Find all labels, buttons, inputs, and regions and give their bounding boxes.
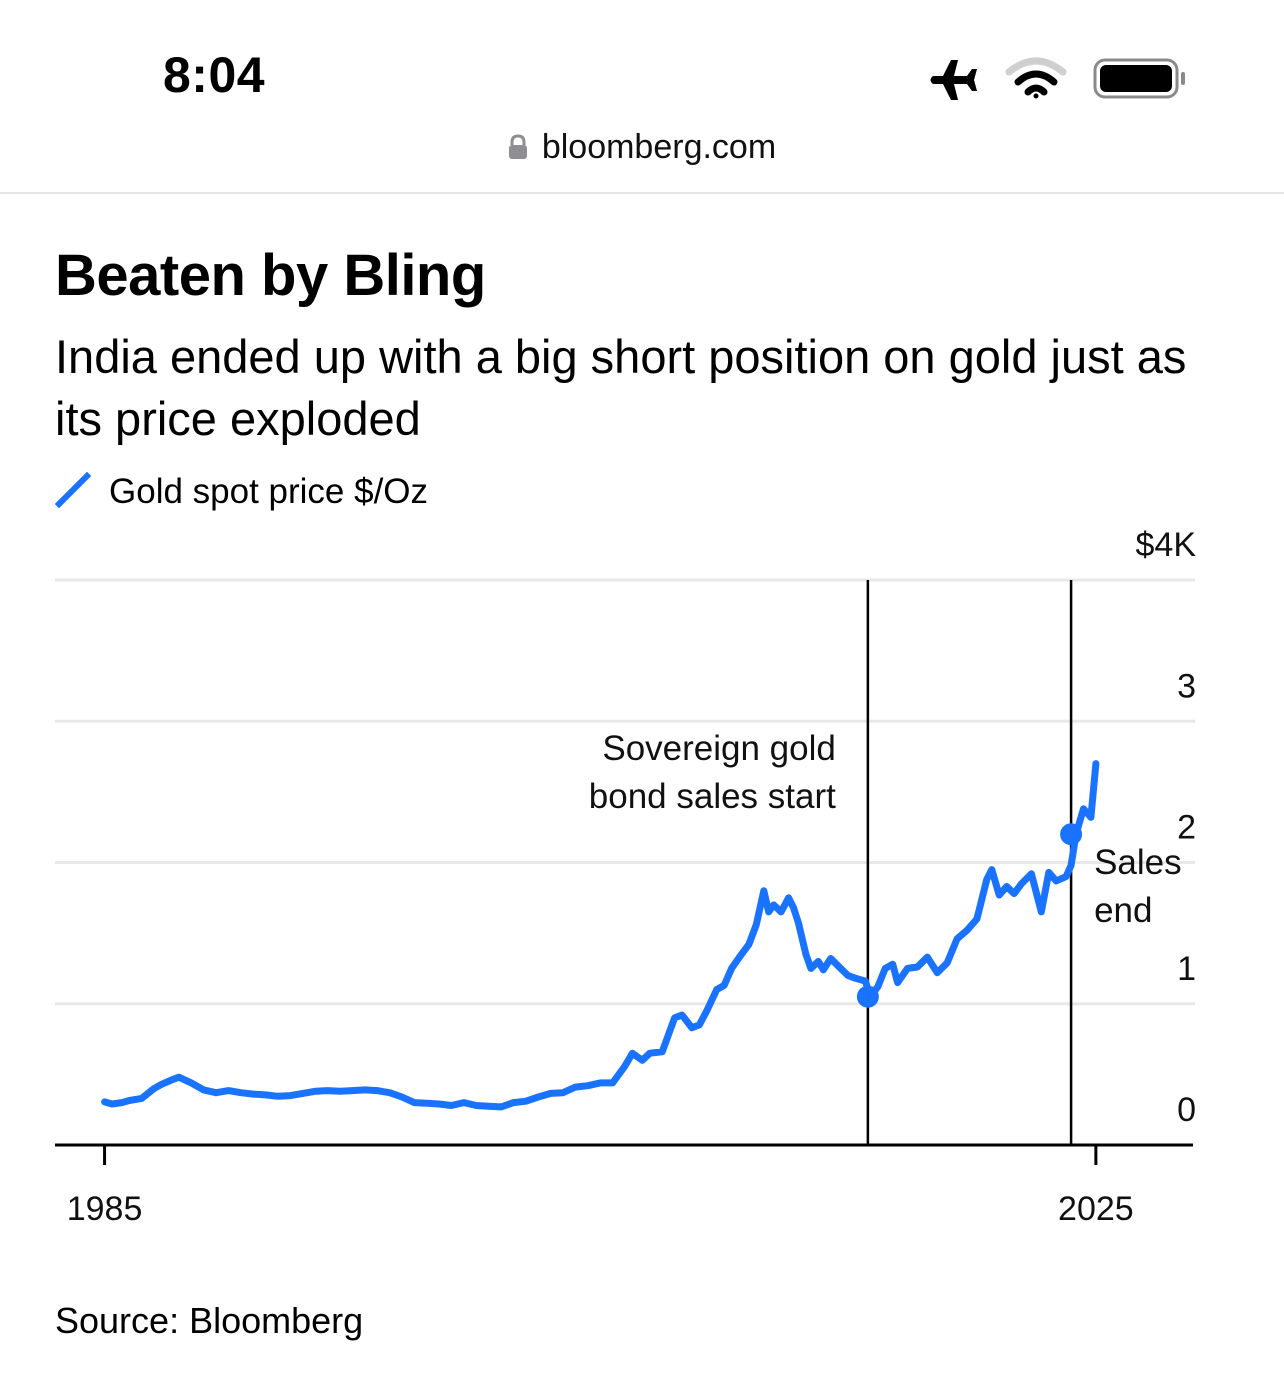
battery-icon (1093, 58, 1185, 99)
y-tick-label: $4K (1136, 526, 1197, 564)
lock-icon (508, 134, 527, 159)
source-note: Source: Bloomberg (55, 1300, 364, 1341)
url-bar[interactable]: bloomberg.com (0, 120, 1284, 194)
url-text[interactable]: bloomberg.com (541, 128, 777, 166)
x-tick-label: 2025 (1058, 1190, 1134, 1228)
legend-swatch (54, 471, 92, 509)
y-tick-label: 1 (1177, 950, 1196, 988)
annotation-label: Sales end (1094, 843, 1182, 930)
chart-subtitle: India ended up with a big short position… (55, 330, 1187, 445)
annotation-marker (856, 985, 879, 1008)
line-chart: 0 1 2 3 $4K 1985 2025 Sovereign gold bond sales … (55, 526, 1197, 1228)
annotation-label-line: end (1094, 891, 1152, 930)
legend-label: Gold spot price $/Oz (109, 472, 429, 511)
y-tick-label: 3 (1177, 667, 1196, 705)
y-tick-label: 0 (1177, 1091, 1196, 1129)
status-time: 8:04 (163, 47, 266, 103)
wifi-icon (1005, 57, 1067, 99)
annotation-label: Sovereign gold bond sales start (589, 729, 836, 816)
chart-title: Beaten by Bling (55, 243, 486, 308)
annotation-label-line: bond sales start (589, 777, 836, 816)
y-tick-label: 2 (1177, 809, 1196, 847)
annotation-label-line: Sovereign gold (602, 729, 836, 768)
annotation-label-line: Sales (1094, 843, 1182, 882)
status-bar: 8:04 (0, 0, 1284, 120)
annotation-marker (1060, 823, 1083, 846)
legend: Gold spot price $/Oz (54, 470, 428, 514)
status-icons (930, 57, 1185, 100)
series-line-gold-price (101, 760, 1100, 1111)
airplane-icon (930, 60, 977, 100)
x-tick-label: 1985 (67, 1190, 143, 1228)
